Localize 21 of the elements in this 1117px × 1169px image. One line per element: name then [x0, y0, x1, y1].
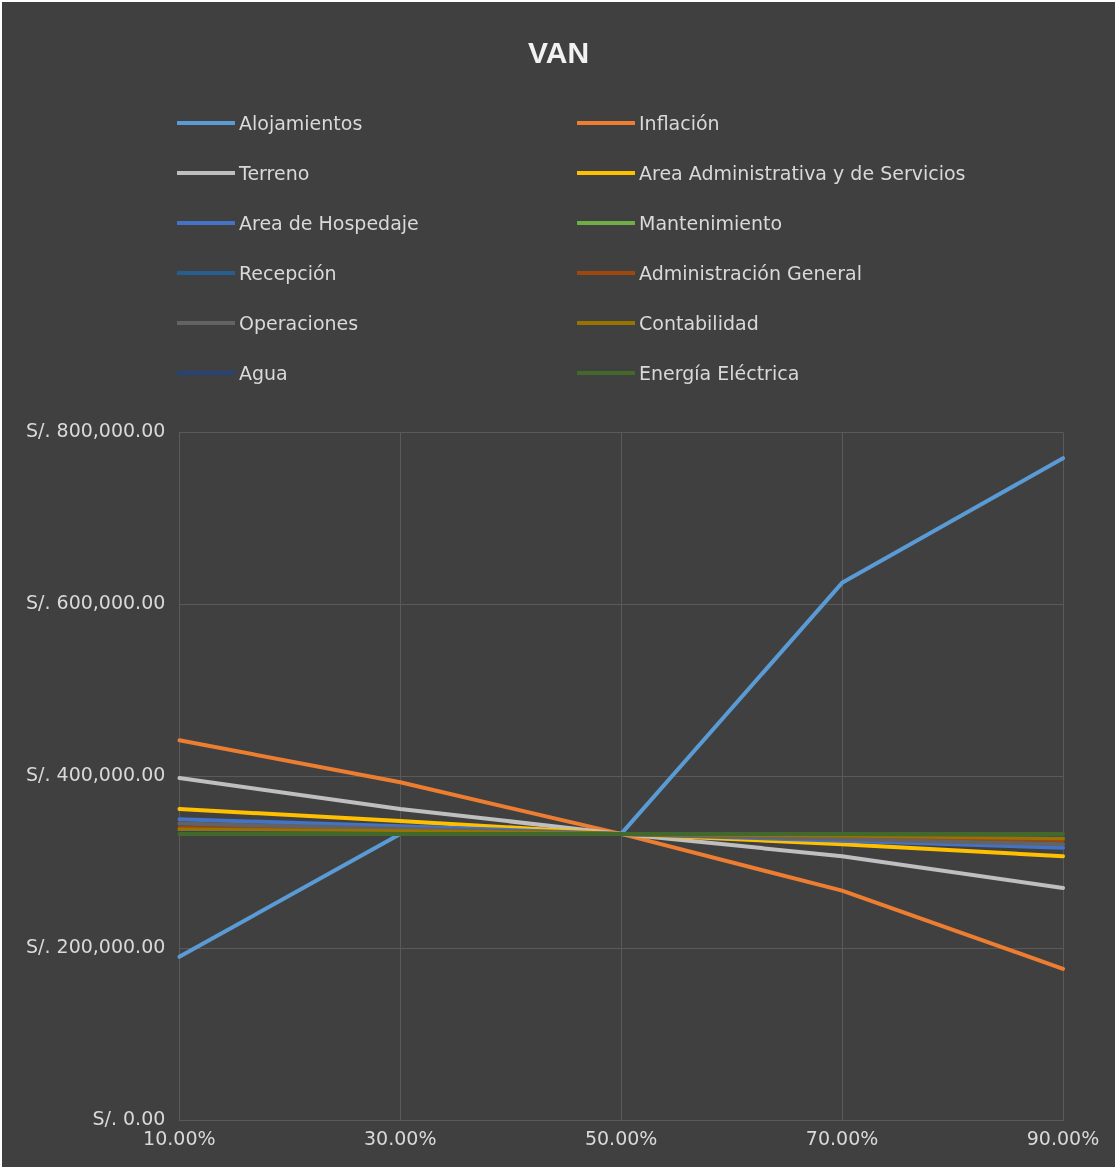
- y-tick-label: S/. 600,000.00: [26, 591, 166, 614]
- y-tick-label: S/. 200,000.00: [26, 935, 166, 958]
- legend-label: Alojamientos: [239, 111, 363, 134]
- legend-label: Inflación: [639, 111, 720, 134]
- legend-label: Area Administrativa y de Servicios: [639, 161, 966, 184]
- legend-label: Energía Eléctrica: [639, 361, 800, 384]
- legend-label: Contabilidad: [639, 311, 759, 334]
- y-tick-label: S/. 800,000.00: [26, 419, 166, 442]
- legend-label: Agua: [239, 361, 288, 384]
- legend-label: Terreno: [239, 161, 310, 184]
- legend-label: Area de Hospedaje: [239, 211, 419, 234]
- x-tick-label: 90.00%: [1026, 1126, 1100, 1149]
- legend-label: Mantenimiento: [639, 211, 783, 234]
- x-tick-label: 70.00%: [805, 1126, 879, 1149]
- legend-label: Recepción: [239, 261, 337, 284]
- legend-label: Operaciones: [239, 311, 359, 334]
- legend-label: Administración General: [639, 261, 862, 284]
- x-tick-label: 30.00%: [364, 1126, 437, 1149]
- x-tick-label: 50.00%: [584, 1126, 658, 1149]
- y-tick-label: S/. 400,000.00: [26, 763, 166, 786]
- chart-title: VAN: [526, 36, 591, 70]
